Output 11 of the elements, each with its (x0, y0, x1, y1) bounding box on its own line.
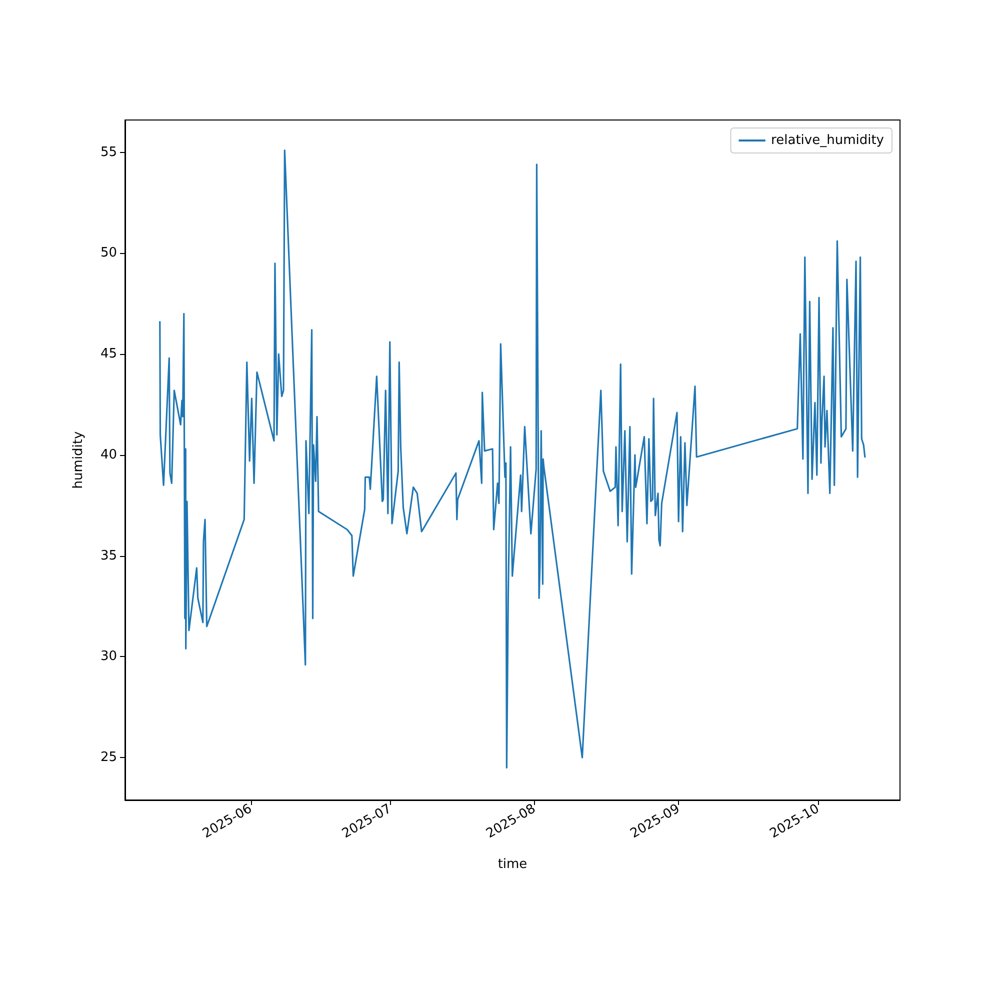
y-tick-label: 50 (100, 246, 117, 261)
y-tick-label: 35 (100, 548, 117, 564)
y-tick-label: 30 (100, 649, 117, 664)
legend-label: relative_humidity (771, 133, 884, 148)
y-tick-label: 40 (100, 447, 117, 462)
line-series (159, 149, 866, 769)
y-tick-label: 45 (100, 346, 117, 362)
x-axis-title: time (498, 857, 528, 872)
y-tick-label: 25 (100, 750, 117, 766)
y-tick-label: 55 (100, 144, 117, 160)
y-axis-title: humidity (71, 430, 86, 489)
